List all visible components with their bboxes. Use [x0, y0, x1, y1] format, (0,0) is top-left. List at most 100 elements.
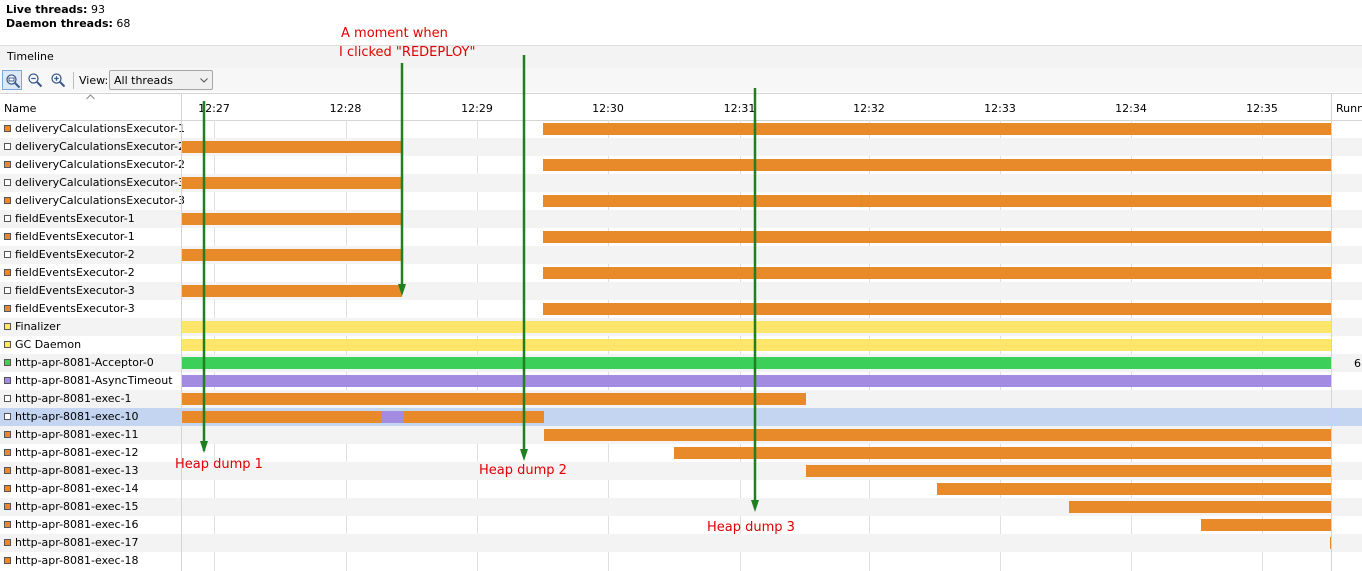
thread-row[interactable]: http-apr-8081-exec-15: [0, 498, 1362, 516]
running-column-header[interactable]: Runn: [1336, 102, 1362, 115]
thread-state-segment: [542, 123, 1331, 135]
thread-state-icon: [4, 557, 11, 564]
thread-row[interactable]: deliveryCalculationsExecutor-3: [0, 174, 1362, 192]
thread-name: Finalizer: [15, 320, 61, 333]
heap-dump-2-annotation: Heap dump 2: [479, 463, 567, 478]
zoom-fit-icon: [6, 74, 21, 89]
thread-state-segment: [1329, 537, 1331, 549]
thread-row[interactable]: http-apr-8081-exec-12: [0, 444, 1362, 462]
thread-state-icon: [4, 485, 11, 492]
heap-dump-1-arrowhead: [200, 441, 208, 453]
name-column-header[interactable]: Name: [4, 102, 37, 115]
thread-name: http-apr-8081-exec-13: [15, 464, 139, 477]
thread-row[interactable]: deliveryCalculationsExecutor-1: [0, 120, 1362, 138]
view-select[interactable]: All threads: [109, 70, 213, 90]
thread-state-icon: [4, 395, 11, 402]
thread-state-icon: [4, 197, 11, 204]
thread-name: deliveryCalculationsExecutor-1: [15, 122, 186, 135]
zoom-fit-button[interactable]: [2, 70, 22, 90]
thread-name: fieldEventsExecutor-1: [15, 212, 135, 225]
thread-row[interactable]: fieldEventsExecutor-2: [0, 246, 1362, 264]
name-column-separator: [181, 93, 182, 571]
timeline-tick-label: 12:32: [853, 102, 885, 115]
thread-row[interactable]: fieldEventsExecutor-3: [0, 300, 1362, 318]
thread-state-segment: [542, 231, 1331, 243]
thread-state-segment: [182, 339, 1331, 351]
live-threads-value: 93: [90, 3, 105, 16]
thread-row[interactable]: fieldEventsExecutor-2: [0, 264, 1362, 282]
thread-row[interactable]: deliveryCalculationsExecutor-3: [0, 192, 1362, 210]
thread-state-segment: [403, 411, 544, 423]
table-header: Name 12:27 12:28 12:29 12:30 12:31 12:32 12:33…: [0, 93, 1362, 121]
thread-state-segment: [182, 375, 1331, 387]
thread-name: fieldEventsExecutor-2: [15, 248, 135, 261]
thread-row[interactable]: http-apr-8081-exec-1: [0, 390, 1362, 408]
timeline-tick-label: 12:33: [984, 102, 1016, 115]
thread-state-segment: [937, 483, 1331, 495]
zoom-out-icon: [28, 73, 43, 88]
zoom-out-button[interactable]: [25, 70, 45, 90]
timeline-tick-label: 12:34: [1115, 102, 1147, 115]
thread-row[interactable]: deliveryCalculationsExecutor-2: [0, 138, 1362, 156]
timeline-toolbar: View: All threads: [0, 68, 1362, 92]
thread-state-segment: [182, 249, 402, 261]
thread-state-segment: [182, 213, 402, 225]
thread-state-icon: [4, 341, 11, 348]
thread-state-segment: [862, 195, 1331, 207]
thread-name: fieldEventsExecutor-1: [15, 230, 135, 243]
thread-row[interactable]: http-apr-8081-exec-14: [0, 480, 1362, 498]
thread-name: http-apr-8081-exec-14: [15, 482, 139, 495]
zoom-in-button[interactable]: [48, 70, 68, 90]
thread-state-icon: [4, 305, 11, 312]
thread-state-icon: [4, 359, 11, 366]
thread-row[interactable]: http-apr-8081-exec-10: [0, 408, 1362, 426]
thread-name: deliveryCalculationsExecutor-3: [15, 194, 186, 207]
view-select-value: All threads: [114, 74, 173, 87]
thread-state-icon: [4, 431, 11, 438]
thread-state-segment: [674, 447, 1331, 459]
thread-state-icon: [4, 251, 11, 258]
heap-dump-3-arrowhead: [751, 500, 759, 512]
timeline-tick-label: 12:31: [723, 102, 756, 115]
thread-row[interactable]: fieldEventsExecutor-1: [0, 228, 1362, 246]
thread-name: GC Daemon: [15, 338, 82, 351]
thread-row[interactable]: http-apr-8081-exec-13: [0, 462, 1362, 480]
thread-state-segment: [182, 141, 402, 153]
thread-row[interactable]: http-apr-8081-exec-16: [0, 516, 1362, 534]
view-label: View:: [79, 74, 109, 87]
thread-state-icon: [4, 161, 11, 168]
redeploy-arrowhead: [398, 284, 406, 296]
thread-state-segment: [182, 285, 402, 297]
thread-row[interactable]: http-apr-8081-exec-18: [0, 552, 1362, 570]
thread-name: http-apr-8081-exec-11: [15, 428, 139, 441]
chevron-down-icon: [200, 78, 208, 83]
thread-state-segment: [542, 195, 862, 207]
thread-state-segment: [861, 195, 863, 207]
thread-row[interactable]: http-apr-8081-AsyncTimeout: [0, 372, 1362, 390]
thread-state-icon: [4, 125, 11, 132]
thread-state-icon: [4, 377, 11, 384]
live-threads-label: Live threads:: [6, 3, 88, 16]
thread-name: http-apr-8081-AsyncTimeout: [15, 374, 173, 387]
thread-list: deliveryCalculationsExecutor-1 deliveryCa…: [0, 120, 1362, 570]
thread-state-icon: [4, 413, 11, 420]
thread-row[interactable]: http-apr-8081-exec-17: [0, 534, 1362, 552]
thread-row[interactable]: GC Daemon: [0, 336, 1362, 354]
thread-state-segment: [805, 465, 1331, 477]
thread-row[interactable]: http-apr-8081-Acceptor-0: [0, 354, 1362, 372]
thread-state-segment: [182, 177, 402, 189]
thread-row[interactable]: deliveryCalculationsExecutor-2: [0, 156, 1362, 174]
timeline-tick-label: 12:30: [592, 102, 624, 115]
thread-row[interactable]: http-apr-8081-exec-11: [0, 426, 1362, 444]
running-column-value: 6: [1354, 357, 1361, 370]
thread-row[interactable]: fieldEventsExecutor-1: [0, 210, 1362, 228]
thread-row[interactable]: Finalizer: [0, 318, 1362, 336]
thread-state-icon: [4, 467, 11, 474]
timeline-tick-label: 12:35: [1246, 102, 1278, 115]
thread-state-segment: [1200, 519, 1331, 531]
thread-state-icon: [4, 521, 11, 528]
sort-ascending-icon: [86, 94, 95, 100]
thread-state-icon: [4, 215, 11, 222]
thread-row[interactable]: fieldEventsExecutor-3: [0, 282, 1362, 300]
